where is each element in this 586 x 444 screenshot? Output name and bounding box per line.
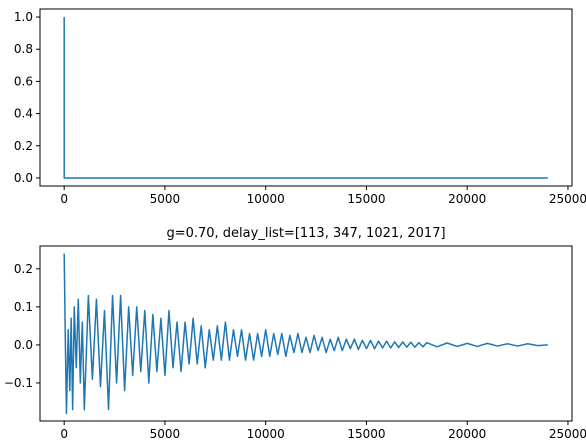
y-tick-label: 0.6 [14, 74, 33, 88]
y-tick-label: 0.8 [14, 42, 33, 56]
axes-frame [39, 8, 573, 187]
x-tick-label: 20000 [448, 192, 486, 206]
chart-title: g=0.70, delay_list=[113, 347, 1021, 2017… [166, 226, 445, 241]
y-tick-label: 0.2 [14, 139, 33, 153]
y-tick-label: 0.0 [14, 338, 33, 352]
y-tick-label: 0.0 [14, 171, 33, 185]
y-tick-label: −0.1 [4, 376, 33, 390]
y-tick-label: 1.0 [14, 10, 33, 24]
x-tick-label: 0 [60, 427, 68, 441]
x-tick-label: 25000 [549, 427, 586, 441]
y-tick-label: 0.1 [14, 300, 33, 314]
x-tick-label: 20000 [448, 427, 486, 441]
x-tick-label: 0 [60, 192, 68, 206]
x-tick-label: 10000 [247, 427, 285, 441]
x-tick-label: 5000 [150, 427, 181, 441]
axes-frame [39, 245, 573, 422]
x-tick-label: 10000 [247, 192, 285, 206]
x-tick-label: 25000 [549, 192, 586, 206]
data-line [63, 253, 548, 415]
y-tick-label: 0.2 [14, 262, 33, 276]
x-tick-label: 15000 [347, 192, 385, 206]
x-tick-label: 15000 [347, 427, 385, 441]
x-tick-label: 5000 [150, 192, 181, 206]
y-tick-label: 0.4 [14, 107, 33, 121]
data-line [63, 17, 548, 179]
